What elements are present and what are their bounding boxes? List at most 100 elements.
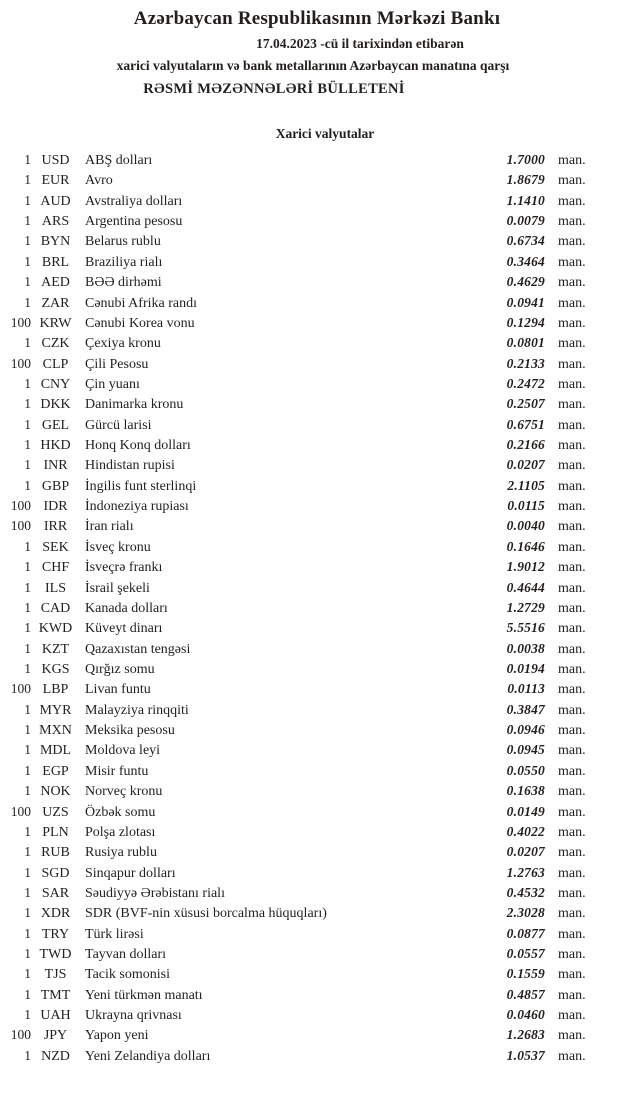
currency-code: CAD (40, 600, 71, 616)
currency-code: MYR (39, 702, 72, 718)
rate-value: 0.4022 (506, 823, 545, 839)
currency-name: Çili Pesosu (85, 356, 149, 372)
currency-code: TJS (44, 967, 67, 983)
rate-row: 1 KGS Qırğız somu 0.0194 man. (0, 659, 620, 679)
quantity: 1 (24, 192, 31, 208)
rate-row: 100 IRR İran rialı 0.0040 man. (0, 516, 620, 536)
currency-code: SAR (41, 885, 70, 901)
currency-name: İndoneziya rupiası (85, 499, 189, 515)
unit-label: man. (558, 906, 586, 922)
quantity: 1 (24, 946, 31, 962)
rate-row: 1 CHF İsveçrə frankı 1.9012 man. (0, 557, 620, 577)
quantity: 1 (24, 844, 31, 860)
rate-value: 0.2133 (506, 355, 545, 371)
currency-name: Avro (85, 173, 113, 189)
currency-name: İran rialı (85, 519, 134, 535)
currency-code: GBP (41, 478, 70, 494)
rate-row: 1 MXN Meksika pesosu 0.0946 man. (0, 720, 620, 740)
currency-code: HKD (40, 438, 71, 454)
currency-name: Argentina pesosu (85, 214, 183, 230)
unit-label: man. (558, 845, 586, 861)
currency-code: SEK (42, 539, 69, 555)
rate-value: 0.0941 (506, 294, 545, 310)
bank-title: Azərbaycan Respublikasının Mərkəzi Bankı (133, 8, 501, 29)
quantity: 1 (24, 335, 31, 351)
currency-code: ARS (41, 214, 70, 230)
currency-name: Danimarka kronu (85, 397, 184, 413)
currency-name: Moldova leyi (85, 743, 161, 759)
unit-label: man. (558, 438, 586, 454)
rate-value: 1.9012 (506, 559, 545, 575)
quantity: 1 (24, 375, 31, 391)
rate-value: 0.3464 (506, 253, 545, 269)
quantity: 1 (24, 925, 31, 941)
rate-value: 1.0537 (506, 1047, 545, 1063)
rate-row: 1 CZK Çexiya kronu 0.0801 man. (0, 333, 620, 353)
rate-row: 1 TMT Yeni türkmən manatı 0.4857 man. (0, 985, 620, 1005)
unit-label: man. (558, 560, 586, 576)
quantity: 1 (24, 762, 31, 778)
rate-value: 0.0550 (506, 762, 545, 778)
rate-value: 0.2166 (506, 437, 545, 453)
currency-code: TRY (41, 926, 70, 942)
currency-name: Rusiya rublu (85, 845, 157, 861)
rate-row: 1 ILS İsrail şekeli 0.4644 man. (0, 578, 620, 598)
rate-row: 1 PLN Polşa zlotası 0.4022 man. (0, 822, 620, 842)
currency-code: ZAR (41, 295, 70, 311)
currency-name: Polşa zlotası (85, 824, 156, 840)
currency-name: Cənubi Afrika randı (85, 295, 197, 311)
currency-name: Misir funtu (85, 763, 149, 779)
currency-name: Küveyt dinarı (85, 621, 163, 637)
rate-value: 0.4629 (506, 274, 545, 290)
quantity: 1 (24, 966, 31, 982)
unit-label: man. (558, 254, 586, 270)
rate-value: 0.1646 (506, 538, 545, 554)
quantity: 1 (24, 986, 31, 1002)
unit-label: man. (558, 661, 586, 677)
unit-label: man. (558, 519, 586, 535)
rate-row: 1 TJS Tacik somonisi 0.1559 man. (0, 964, 620, 984)
rate-row: 1 ARS Argentina pesosu 0.0079 man. (0, 211, 620, 231)
rate-value: 0.0945 (506, 742, 545, 758)
currency-name: İsveçrə frankı (85, 560, 163, 576)
quantity: 1 (24, 559, 31, 575)
rate-value: 0.0115 (507, 498, 545, 514)
currency-code: CNY (40, 376, 71, 392)
rate-value: 1.8679 (506, 172, 545, 188)
currency-name: İsveç kronu (85, 539, 151, 555)
unit-label: man. (558, 315, 586, 331)
currency-name: Tacik somonisi (85, 967, 170, 983)
currency-code: NZD (41, 1048, 70, 1064)
currency-name: Qırğız somu (85, 661, 155, 677)
quantity: 1 (24, 172, 31, 188)
currency-code: EUR (41, 173, 70, 189)
quantity: 1 (24, 416, 31, 432)
currency-code: SGD (41, 865, 70, 881)
quantity: 100 (10, 681, 31, 697)
quantity: 1 (24, 579, 31, 595)
rate-value: 0.0194 (506, 660, 545, 676)
currency-code: INR (43, 458, 68, 474)
unit-label: man. (558, 1048, 586, 1064)
rate-row: 1 NOK Norveç kronu 0.1638 man. (0, 781, 620, 801)
currency-code: KZT (41, 641, 70, 657)
currency-name: Norveç kronu (85, 784, 163, 800)
rate-row: 1 UAH Ukrayna qrivnası 0.0460 man. (0, 1005, 620, 1025)
rate-row: 1 SAR Səudiyyə Ərəbistanı rialı 0.4532 man. (0, 883, 620, 903)
rate-value: 1.2729 (506, 599, 545, 615)
currency-name: Səudiyyə Ərəbistanı rialı (85, 885, 225, 901)
rate-value: 0.0877 (506, 925, 545, 941)
currency-name: Türk lirəsi (85, 926, 144, 942)
rate-row: 100 KRW Cənubi Korea vonu 0.1294 man. (0, 313, 620, 333)
currency-code: RUB (41, 845, 70, 861)
quantity: 1 (24, 538, 31, 554)
unit-label: man. (558, 600, 586, 616)
rate-value: 2.1105 (507, 477, 545, 493)
quantity: 100 (10, 355, 31, 371)
rate-row: 1 SGD Sinqapur dolları 1.2763 man. (0, 863, 620, 883)
quantity: 1 (24, 437, 31, 453)
rate-row: 1 INR Hindistan rupisi 0.0207 man. (0, 455, 620, 475)
currency-code: CZK (41, 336, 70, 352)
currency-name: Qazaxıstan tengəsi (85, 641, 191, 657)
